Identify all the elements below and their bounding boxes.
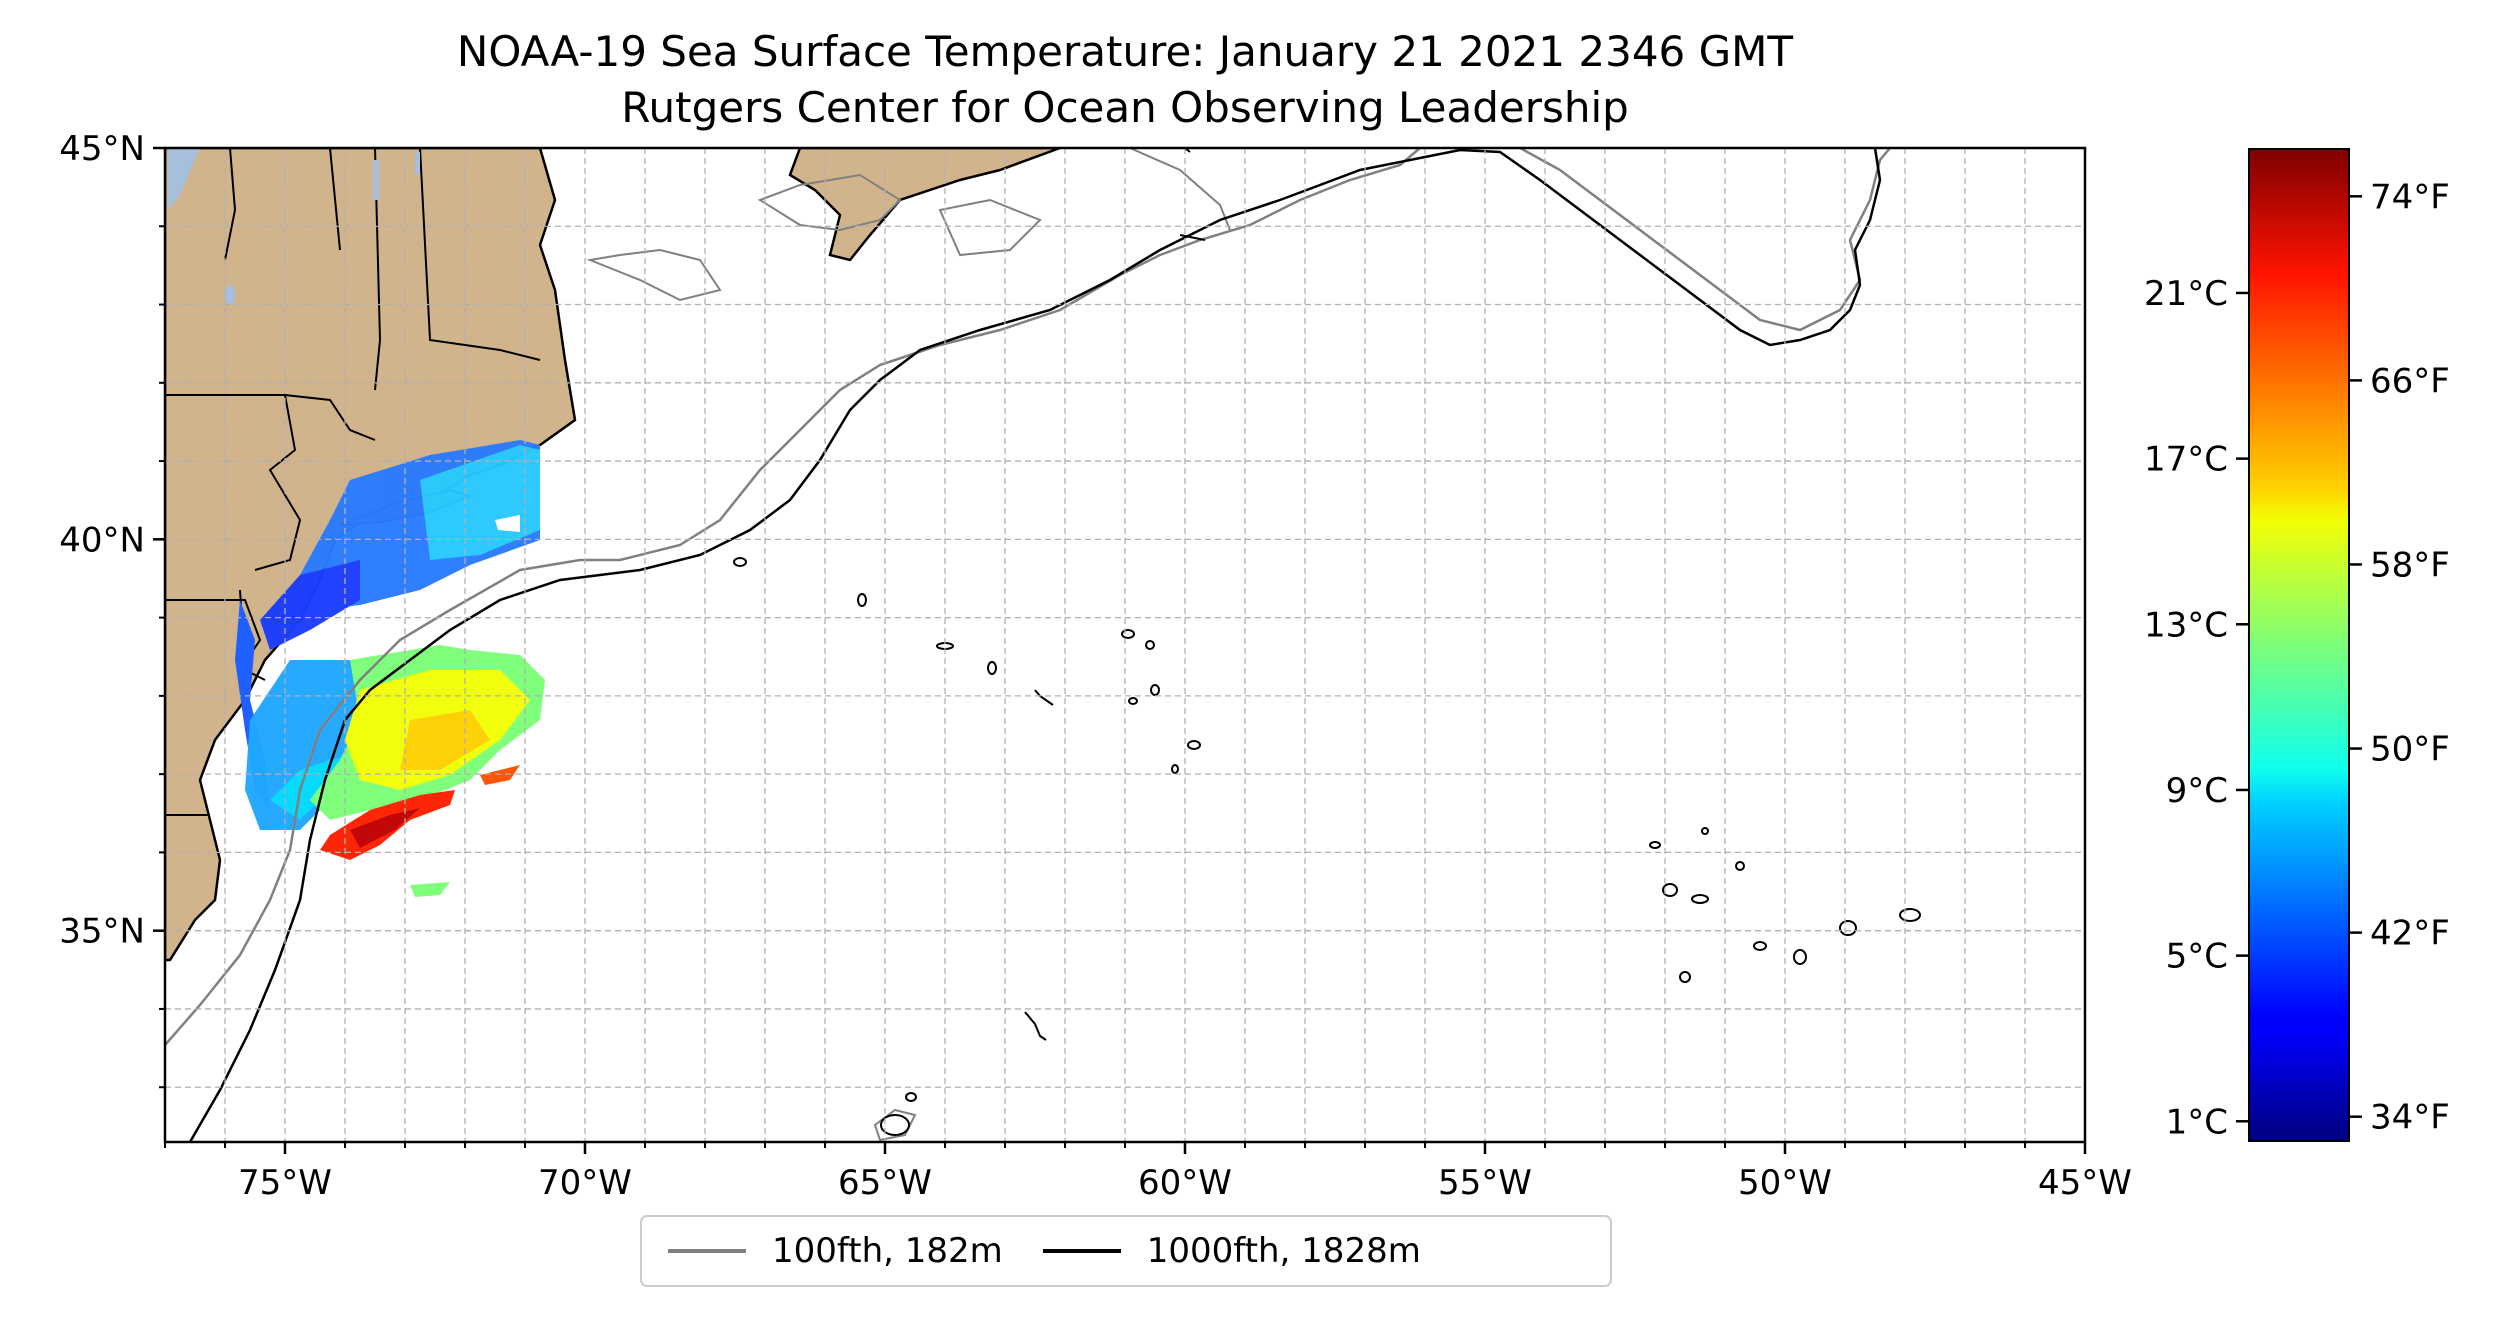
lat-tick-label: 45°N — [59, 129, 145, 169]
colorbar-celsius-label: 13°C — [2144, 605, 2228, 645]
colorbar-fahrenheit-label: 34°F — [2370, 1098, 2450, 1138]
legend-swatch-gray-line — [668, 1249, 746, 1253]
colorbar-fahrenheit-label: 50°F — [2370, 730, 2450, 770]
lon-tick-label: 45°W — [2038, 1163, 2132, 1203]
colorbar-celsius-label: 21°C — [2144, 274, 2228, 314]
legend-label-1000fth: 1000fth, 1828m — [1146, 1231, 1421, 1271]
colorbar-axes: 1°C 5°C 9°C 13°C 17°C 21°C 34°F 42°F 50°F 58°F 66°… — [2144, 177, 2450, 1142]
colorbar-fahrenheit-label: 66°F — [2370, 361, 2450, 401]
isobath-1000fth — [188, 148, 1882, 1142]
legend-item-1000fth: 1000fth, 1828m — [1042, 1231, 1421, 1271]
lat-tick-label: 40°N — [59, 520, 145, 560]
lon-tick-label: 50°W — [1738, 1163, 1832, 1203]
map-axes: 75°W 70°W 65°W 60°W 55°W 50°W 45°W 45°N 40°N 35°N — [59, 129, 2132, 1203]
isobath-100fth-east — [1519, 148, 1891, 332]
figure-subtitle: Rutgers Center for Ocean Observing Leade… — [621, 83, 1629, 132]
colorbar-celsius-label: 5°C — [2166, 937, 2228, 977]
figure-title: NOAA-19 Sea Surface Temperature: January… — [456, 27, 1794, 76]
legend-swatch-black-line — [1042, 1249, 1121, 1253]
colorbar — [2248, 148, 2350, 1142]
lon-tick-label: 70°W — [538, 1163, 632, 1203]
colorbar-celsius-label: 17°C — [2144, 440, 2228, 480]
sst-data — [245, 440, 545, 897]
lon-tick-label: 75°W — [238, 1163, 332, 1203]
land-nova-scotia — [788, 148, 1061, 262]
lon-tick-label: 55°W — [1438, 1163, 1532, 1203]
legend-item-100fth: 100fth, 182m — [668, 1231, 1003, 1271]
lat-tick-label: 35°N — [59, 912, 145, 952]
colorbar-fahrenheit-label: 42°F — [2370, 914, 2450, 954]
colorbar-celsius-label: 1°C — [2166, 1102, 2228, 1142]
seamounts — [733, 148, 1921, 1136]
legend-label-100fth: 100fth, 182m — [772, 1231, 1003, 1271]
colorbar-celsius-label: 9°C — [2166, 771, 2228, 811]
lakes — [168, 148, 420, 305]
isobath-legend: 100fth, 182m 1000fth, 1828m — [640, 1215, 1612, 1287]
colorbar-fahrenheit-label: 58°F — [2370, 545, 2450, 585]
isobath-100fth — [165, 148, 1421, 1046]
lon-tick-label: 60°W — [1138, 1163, 1232, 1203]
colorbar-fahrenheit-label: 74°F — [2370, 177, 2450, 217]
lon-tick-label: 65°W — [838, 1163, 932, 1203]
gridlines — [165, 148, 2085, 1142]
